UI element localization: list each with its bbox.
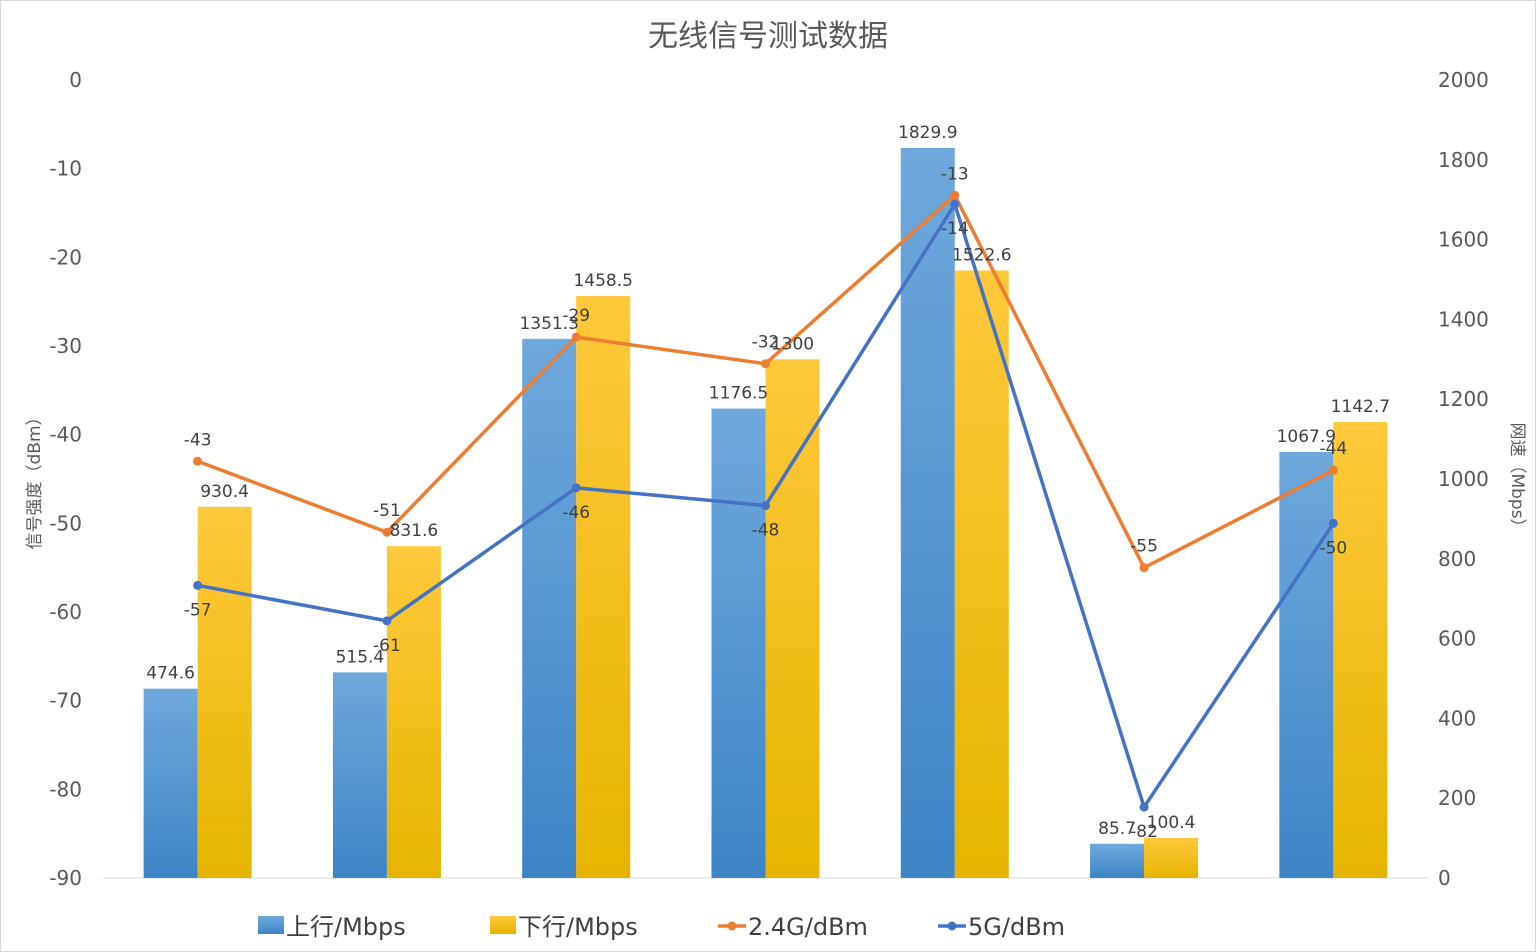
point-2g4-label: -32 [752,333,780,353]
point-2g4-label: -55 [1130,537,1158,557]
lines-group [193,190,1338,812]
y-left-axis-title: 信号强度（dBm） [25,408,45,549]
bar-upload [1090,843,1145,878]
bar-upload [900,147,955,879]
bar-upload-label: 1829.9 [898,123,957,143]
bar-download [386,546,441,878]
bar-download [1144,837,1199,878]
legend-marker [727,921,737,931]
point-5g-label: -14 [941,219,969,239]
y-right-tick-label: 1400 [1438,307,1489,331]
y-left-tick-label: -60 [49,600,82,624]
bar-upload [1279,451,1334,878]
y-left-tick-label: -90 [49,866,82,890]
point-5g [761,501,770,511]
y-right-tick-label: 600 [1438,627,1476,651]
legend-label: 2.4G/dBm [748,913,868,941]
point-2g4-label: -44 [1319,439,1347,459]
y-right-tick-label: 1200 [1438,387,1489,411]
point-5g [1139,802,1149,812]
point-5g [382,616,392,626]
point-5g-label: -48 [752,521,780,541]
y-left-tick-label: -20 [49,245,82,269]
y-left-tick-label: -80 [49,777,82,801]
y-left-tick-label: -10 [49,157,82,181]
point-5g-label: -61 [373,636,401,656]
data-labels-group: 474.6 515.4 1351.3 1176.5 1829.9 85.7 1067.9 93… [146,123,1390,842]
point-2g4 [950,190,960,200]
bar-upload-label: 1067.9 [1277,427,1336,447]
legend-label: 下行/Mbps [518,913,638,941]
bar-upload [711,408,766,878]
y-right-tick-label: 0 [1438,866,1451,890]
y-left-tick-label: -50 [49,511,82,535]
point-2g4-label: -51 [373,501,401,521]
y-right-tick-label: 1000 [1438,467,1489,491]
chart-title: 无线信号测试数据 [648,19,888,54]
point-5g-label: -46 [562,503,590,523]
point-5g-label: -50 [1319,538,1347,558]
y-right-tick-label: 1600 [1438,228,1489,252]
legend-label: 上行/Mbps [286,913,406,941]
point-5g [571,483,581,493]
bar-download-label: 1522.6 [952,245,1011,265]
bar-download-label: 1458.5 [573,271,632,291]
y-left-tick-label: -40 [49,423,82,447]
bar-upload-label: 474.6 [146,664,195,684]
point-5g-label: -57 [184,600,212,620]
bar-download [954,270,1009,878]
bar-upload [522,338,577,878]
y-left-tick-label: -70 [49,689,82,713]
y-right-tick-label: 800 [1438,547,1476,571]
bar-download-label: 930.4 [200,482,249,502]
y-right-tick-label: 1800 [1438,148,1489,172]
bar-upload-label: 1351.3 [519,314,578,334]
bar-upload [143,688,198,878]
y-right-tick-label: 200 [1438,786,1476,810]
bar-download [765,359,820,878]
bar-download-label: 1300 [771,334,814,354]
point-2g4-label: -43 [184,430,212,450]
bar-upload-label: 515.4 [336,647,385,667]
legend-marker [947,921,957,931]
point-5g [193,580,203,590]
point-2g4-label: -29 [562,306,590,326]
axes-group: 0-10-20-30-40-50-60-70-80-90200018001600… [25,68,1527,890]
point-5g-label: -82 [1130,822,1158,842]
bar-upload [332,672,387,878]
point-2g4 [1328,465,1338,475]
legend-label: 5G/dBm [968,913,1065,941]
bar-download-label: 100.4 [1147,813,1196,833]
bar-download [197,506,252,878]
legend-swatch [258,916,284,934]
y-right-axis-title: 网速（Mbps） [1507,422,1527,535]
bar-download [1333,422,1388,878]
point-2g4 [382,527,392,537]
point-5g [1328,518,1338,528]
point-2g4-label: -13 [941,164,969,184]
bars-group [143,147,1388,879]
bar-download [576,296,631,879]
bar-download-label: 1142.7 [1331,397,1390,417]
point-2g4 [761,359,770,369]
point-2g4 [571,332,581,342]
y-right-tick-label: 400 [1438,706,1476,730]
y-left-tick-label: -30 [49,334,82,358]
y-right-tick-label: 2000 [1438,68,1489,92]
y-left-tick-label: 0 [69,68,82,92]
bar-upload-label: 85.7 [1098,819,1136,839]
legend-swatch [490,916,516,934]
point-2g4 [193,456,203,466]
bar-download-label: 831.6 [390,521,439,541]
point-5g [950,199,960,209]
point-2g4 [1139,563,1149,573]
legend: 上行/Mbps 下行/Mbps 2.4G/dBm 5G/dBm [258,913,1065,941]
bar-upload-label: 1176.5 [709,384,768,404]
